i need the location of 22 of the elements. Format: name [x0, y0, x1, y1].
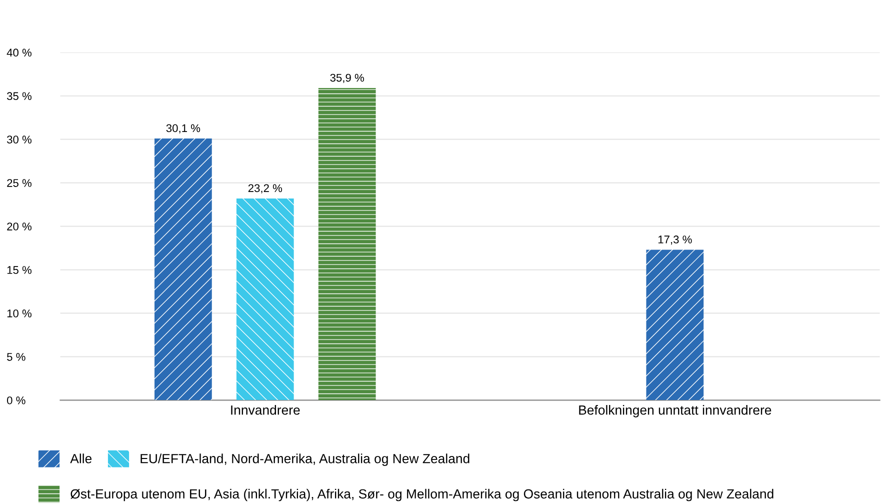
y-tick-label: 30 % — [6, 136, 32, 144]
data-label: 17,3 % — [658, 236, 692, 245]
y-tick-label: 0 % — [7, 396, 26, 404]
y-tick-label: 35 % — [6, 92, 32, 100]
data-label: 23,2 % — [248, 184, 282, 194]
y-tick-label: 20 % — [7, 222, 32, 230]
data-label: 35,9 % — [330, 74, 364, 84]
y-tick-label: 15 % — [7, 266, 32, 274]
y-tick-label: 10 % — [7, 310, 32, 318]
x-tick-label: Befolkningen unntatt innvandrere — [579, 405, 772, 418]
bar — [318, 88, 376, 400]
bar — [236, 198, 294, 400]
bar — [154, 138, 212, 400]
data-label: 30,1 % — [166, 124, 200, 134]
y-tick-label: 40 % — [6, 48, 32, 57]
x-tick-label: Innvandrere — [231, 405, 300, 415]
y-tick-label: 5 % — [7, 353, 26, 361]
bar — [646, 250, 704, 400]
legend-label: EU/EFTA-land, Nord-Amerika, Australia og New Zealand — [140, 454, 470, 466]
legend-label: Alle — [70, 454, 92, 464]
legend-label: Øst-Europa utenom EU, Asia (inkl.Tyrkia), Afrika, Sør- og Mellom-Amerika og Oseania utenom Australia og New Zealand — [70, 488, 774, 502]
y-tick-label: 25 % — [7, 179, 32, 187]
